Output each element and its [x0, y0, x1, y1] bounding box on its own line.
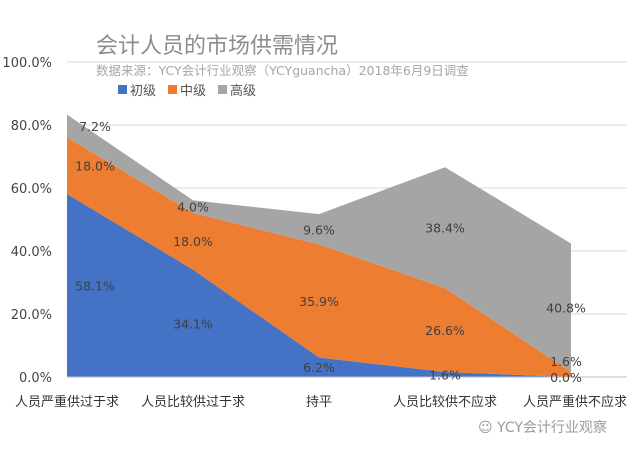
data-label: 35.9%	[299, 294, 339, 309]
data-label: 1.6%	[550, 354, 582, 369]
x-tick-label: 持平	[306, 395, 332, 410]
area-高级	[67, 114, 571, 372]
data-label: 0.0%	[550, 370, 582, 385]
legend-item-junior: 初级	[118, 80, 156, 99]
legend-label: 中级	[180, 84, 207, 99]
data-label: 58.1%	[75, 278, 115, 293]
legend-swatch	[218, 85, 228, 94]
data-label: 18.0%	[173, 234, 213, 249]
y-tick-label: 40.0%	[11, 245, 52, 260]
x-tick-label: 人员比较供过于求	[141, 395, 245, 410]
legend-label: 初级	[130, 84, 157, 99]
area-中级	[67, 137, 571, 377]
data-label: 4.0%	[177, 200, 209, 215]
data-label: 9.6%	[303, 222, 335, 237]
legend: 初级 中级 高级	[118, 80, 256, 99]
legend-item-mid: 中级	[168, 80, 206, 99]
data-label: 7.2%	[79, 119, 111, 134]
chart-subtitle: 数据来源：YCY会计行业观察（YCYguancha）2018年6月9日调查	[96, 63, 469, 78]
data-label: 6.2%	[303, 360, 335, 375]
y-tick-label: 20.0%	[11, 308, 52, 323]
y-tick-label: 80.0%	[11, 119, 52, 134]
data-label: 1.6%	[429, 367, 461, 382]
y-tick-label: 60.0%	[11, 182, 52, 197]
y-tick-label: 0.0%	[19, 371, 52, 386]
y-tick-label: 100.0%	[2, 56, 52, 71]
x-tick-label: 人员比较供不应求	[393, 394, 497, 410]
data-label: 40.8%	[546, 301, 586, 316]
legend-swatch	[168, 85, 178, 94]
watermark-text: YCY会计行业观察	[497, 420, 607, 436]
chart-title: 会计人员的市场供需情况	[96, 34, 339, 59]
x-tick-label: 人员严重供过于求	[15, 394, 119, 410]
x-tick-label: 人员严重供不应求	[523, 394, 627, 410]
data-label: 18.0%	[75, 159, 115, 174]
area-初级	[67, 193, 571, 377]
legend-item-senior: 高级	[218, 80, 256, 99]
data-label: 34.1%	[173, 316, 213, 331]
data-label: 26.6%	[425, 323, 465, 338]
legend-label: 高级	[230, 84, 257, 99]
data-label: 38.4%	[425, 221, 465, 236]
wechat-icon: ☺	[478, 420, 498, 436]
legend-swatch	[118, 85, 127, 94]
watermark: ☺ YCY会计行业观察	[478, 417, 607, 437]
